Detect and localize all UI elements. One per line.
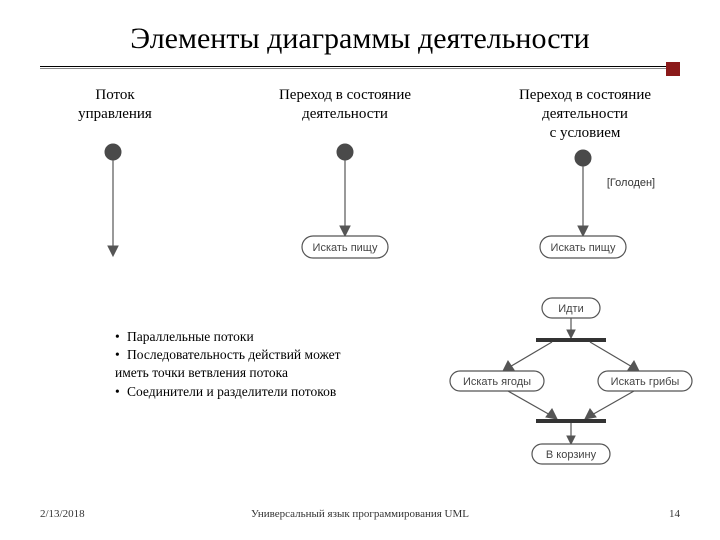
arrow-join-left-head [546, 409, 557, 419]
state-berries-label: Искать ягоды [463, 376, 531, 388]
arrow-join-basket-head [567, 436, 575, 444]
col1-flow [105, 144, 121, 256]
fork-bar [536, 338, 606, 342]
col1-start-node [105, 144, 121, 160]
parallel-diagram: Идти Искать ягоды Искать грибы В корзину [450, 298, 692, 464]
arrow-join-right-head [585, 409, 596, 419]
arrow-go-fork-head [567, 330, 575, 338]
col3-guard: [Голоден] [607, 177, 655, 189]
col2-arrow-head [340, 226, 350, 236]
state-basket-label: В корзину [546, 449, 597, 461]
col3-state-label: Искать пищу [551, 242, 616, 254]
diagram-stage: Искать пищу [Голоден] Искать пищу Идти И… [0, 0, 720, 540]
col2-flow: Искать пищу [302, 144, 388, 258]
col2-start-node [337, 144, 353, 160]
bullet-1: Параллельные потоки [115, 328, 425, 346]
footer-page: 14 [669, 508, 680, 520]
col3-start-node [575, 150, 591, 166]
arrow-fork-right [590, 342, 634, 368]
arrow-fork-left [508, 342, 552, 368]
state-mushrooms-label: Искать грибы [611, 376, 680, 388]
bullet-2: Последовательность действий может [115, 346, 425, 364]
footer-center: Универсальный язык программирования UML [0, 508, 720, 520]
arrow-join-right [590, 391, 634, 416]
col3-flow: [Голоден] Искать пищу [540, 150, 655, 258]
arrow-join-left [508, 391, 552, 416]
join-bar [536, 419, 606, 423]
col3-arrow-head [578, 226, 588, 236]
col2-state-label: Искать пищу [313, 242, 378, 254]
state-go-label: Идти [558, 303, 584, 315]
bullet-2-cont: иметь точки ветвления потока [115, 364, 425, 382]
bullet-3: Соединители и разделители потоков [115, 383, 425, 401]
col1-arrow-head [108, 246, 118, 256]
bullet-list: Параллельные потоки Последовательность д… [115, 328, 425, 401]
